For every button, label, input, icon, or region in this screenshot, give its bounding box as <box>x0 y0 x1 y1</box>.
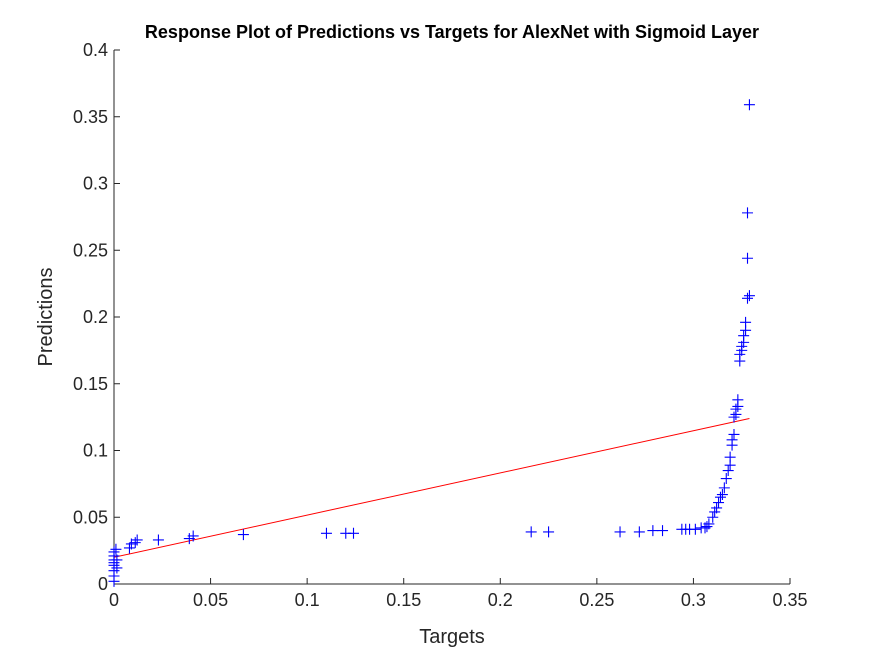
data-point <box>108 546 120 558</box>
y-tick-label: 0.25 <box>73 240 108 260</box>
data-point <box>647 525 659 537</box>
x-tick-label: 0.15 <box>386 590 421 610</box>
data-point <box>742 252 754 264</box>
x-tick-label: 0 <box>109 590 119 610</box>
y-tick-label: 0.2 <box>83 307 108 327</box>
data-point <box>728 411 740 423</box>
data-point <box>689 523 701 535</box>
data-point <box>237 529 249 541</box>
data-point <box>738 330 750 342</box>
data-point <box>740 316 752 328</box>
data-point <box>724 451 736 463</box>
data-point <box>543 526 555 538</box>
data-point <box>713 497 725 509</box>
chart-title: Response Plot of Predictions vs Targets … <box>145 22 759 42</box>
data-point <box>152 534 164 546</box>
data-point <box>129 537 141 549</box>
data-point <box>722 465 734 477</box>
y-tick-label: 0.15 <box>73 374 108 394</box>
x-tick-label: 0.3 <box>681 590 706 610</box>
data-point <box>110 543 122 555</box>
y-tick-label: 0.3 <box>83 174 108 194</box>
data-point <box>633 526 645 538</box>
data-point <box>726 434 738 446</box>
data-point <box>732 394 744 406</box>
data-point <box>728 428 740 440</box>
y-axis-label: Predictions <box>35 268 57 367</box>
data-point <box>525 526 537 538</box>
data-point <box>347 527 359 539</box>
data-point <box>714 491 726 503</box>
data-point <box>111 554 123 566</box>
x-tick-label: 0.25 <box>579 590 614 610</box>
data-point <box>743 99 755 111</box>
data-point <box>718 482 730 494</box>
data-point <box>720 473 732 485</box>
data-point <box>703 518 715 530</box>
x-tick-label: 0.1 <box>295 590 320 610</box>
data-point <box>131 534 143 546</box>
plot-area: 0 0.05 0.1 0.15 0.2 0.25 0.3 0.35 0 0.05 0.1 0.15 0.… <box>73 40 808 610</box>
data-point <box>707 511 719 523</box>
y-tick-label: 0.1 <box>83 441 108 461</box>
data-point <box>716 489 728 501</box>
x-axis-label: Targets <box>419 626 485 648</box>
data-point <box>743 290 755 302</box>
data-point <box>742 292 754 304</box>
data-point <box>187 530 199 542</box>
data-point <box>730 403 742 415</box>
fit-line <box>113 417 750 558</box>
data-point <box>657 525 669 537</box>
data-point <box>320 527 332 539</box>
y-tick-label: 0.35 <box>73 107 108 127</box>
x-tick-label: 0.05 <box>193 590 228 610</box>
data-point <box>742 207 754 219</box>
y-tick-label: 0.4 <box>83 40 108 60</box>
data-point <box>711 502 723 514</box>
y-tick-label: 0 <box>98 574 108 594</box>
data-point <box>614 526 626 538</box>
x-tick-label: 0.2 <box>488 590 513 610</box>
x-tick-label: 0.35 <box>772 590 807 610</box>
data-point <box>701 521 713 533</box>
y-tick-label: 0.05 <box>73 507 108 527</box>
